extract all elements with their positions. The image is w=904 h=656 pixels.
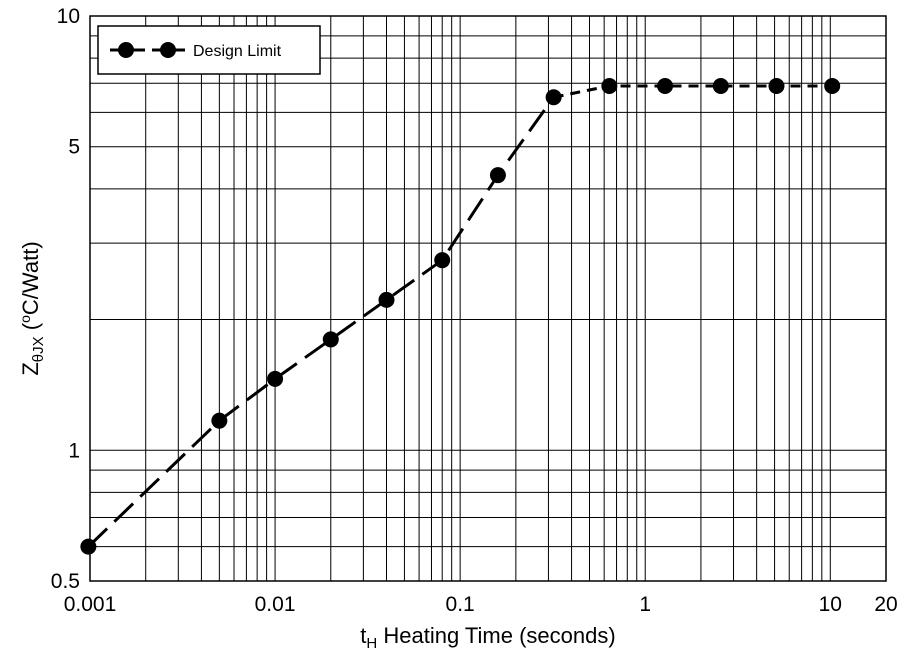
x-tick-label: 0.001: [64, 593, 117, 616]
data-point: [267, 370, 284, 387]
data-point: [322, 331, 339, 348]
x-tick-label: 1: [639, 593, 651, 616]
series-line: [87, 96, 555, 548]
data-point: [712, 77, 729, 94]
y-tick-label: 5: [68, 136, 80, 159]
data-point: [211, 412, 228, 429]
x-tick-label: 10: [819, 593, 842, 616]
legend-label: Design Limit: [193, 43, 282, 60]
series-layer: [80, 77, 841, 555]
legend: Design Limit: [97, 25, 321, 75]
series-line: [553, 84, 833, 99]
data-point: [80, 538, 97, 555]
x-tick-label: 0.1: [446, 593, 475, 616]
x-tick-label: 0.01: [255, 593, 296, 616]
data-point: [601, 77, 618, 94]
data-point: [434, 252, 451, 269]
legend-marker: [118, 42, 134, 58]
plot-frame: [89, 15, 887, 582]
y-tick-label: 1: [68, 439, 80, 462]
data-point: [824, 77, 841, 94]
data-point: [489, 167, 506, 184]
x-axis-title: tH Heating Time (seconds): [360, 623, 615, 652]
grid-lines: [90, 16, 886, 581]
y-tick-labels: 0.5 1 5 10: [51, 5, 80, 593]
y-tick-label: 0.5: [51, 570, 80, 593]
data-point: [378, 291, 395, 308]
data-point: [545, 89, 562, 106]
data-point: [657, 77, 674, 94]
y-tick-label: 10: [57, 5, 80, 28]
x-tick-labels: 0.001 0.01 0.1 1 10 20: [64, 593, 898, 616]
y-axis-title: ZθJX (oC/Watt): [17, 241, 47, 375]
x-tick-label: 20: [874, 593, 897, 616]
legend-marker: [160, 42, 176, 58]
data-point: [768, 77, 785, 94]
